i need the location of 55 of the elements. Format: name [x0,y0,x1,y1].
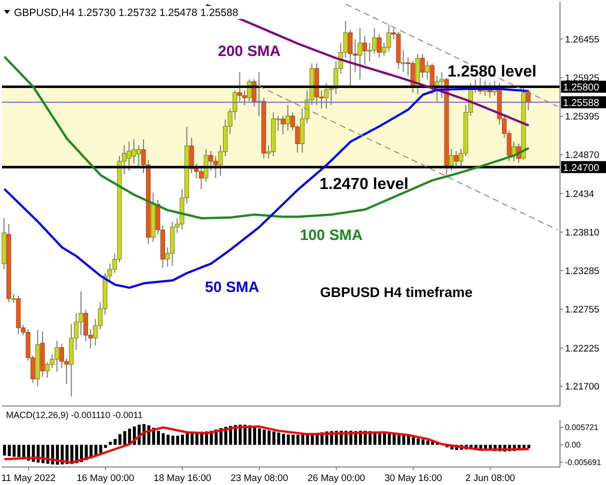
x-tick-label: 2 Jun 08:00 [465,473,516,484]
y-tick-label: -0.005691 [565,458,602,468]
y-tick-label: 1.21700 [565,382,600,393]
bar [258,428,261,445]
ref-line-label: 1.25588 [563,98,600,110]
y-tick-label: 1.22225 [565,343,600,354]
series-label: 50 SMA [205,279,260,296]
ref-line-label: 1.25800 [563,82,600,94]
candlestick [454,150,458,168]
candlestick [420,53,425,78]
bar [3,444,6,456]
candlestick [362,35,368,66]
x-tick-label: 23 May 08:00 [230,473,288,484]
bar [306,434,310,445]
y-tick-label: 1.23285 [565,266,600,277]
annotation: GBPUSD H4 timeframe [320,284,473,300]
y-tick-label: 1.23810 [565,228,600,238]
bar [180,434,184,445]
annotation: 1.2580 level [448,64,536,81]
bar [244,424,247,445]
line-series [3,425,530,464]
bar [422,439,424,445]
x-tick-label: 11 May 2022 [1,473,56,484]
y-tick-label: 0.00 [565,440,582,450]
chart-title: MACD(12,26,9) -0.001110 -0.0011 [6,410,143,420]
y-tick-label: 0.005721 [565,423,599,432]
ref-line-label: 1.24700 [563,163,600,174]
text: GBPUSD,H4 1.25730 1.25732 1.25478 1.25588 [14,7,238,19]
bar [282,434,285,445]
y-tick-label: 1.25925 [565,72,600,84]
series-label: 200 SMA [218,43,281,60]
y-tick-label: 1.25395 [565,112,600,123]
candlestick [430,62,434,95]
series-label: 100 SMA [300,227,363,244]
annotation: 1.2470 level [320,176,408,194]
y-tick-label: 1.26455 [565,34,600,46]
bar [166,434,170,445]
x-tick-label: 30 May 16:00 [384,473,442,484]
candlestick [358,28,362,80]
x-tick-label: 26 May 00:00 [308,473,366,484]
candlestick [449,148,454,172]
candlestick [286,104,290,132]
candlestick [280,115,286,135]
candlestick [401,50,406,73]
candlestick [425,60,430,80]
bar [118,434,122,445]
y-tick-label: 1.2434 [565,188,594,200]
y-tick-label: 1.22755 [565,304,600,316]
y-tick-label: 1.24870 [565,150,600,162]
bar [104,444,108,448]
x-tick-label: 16 May 00:00 [76,473,134,484]
bar [527,444,530,448]
candlestick [204,148,208,182]
x-tick-label: 18 May 16:00 [154,473,212,484]
candlestick [376,34,382,58]
